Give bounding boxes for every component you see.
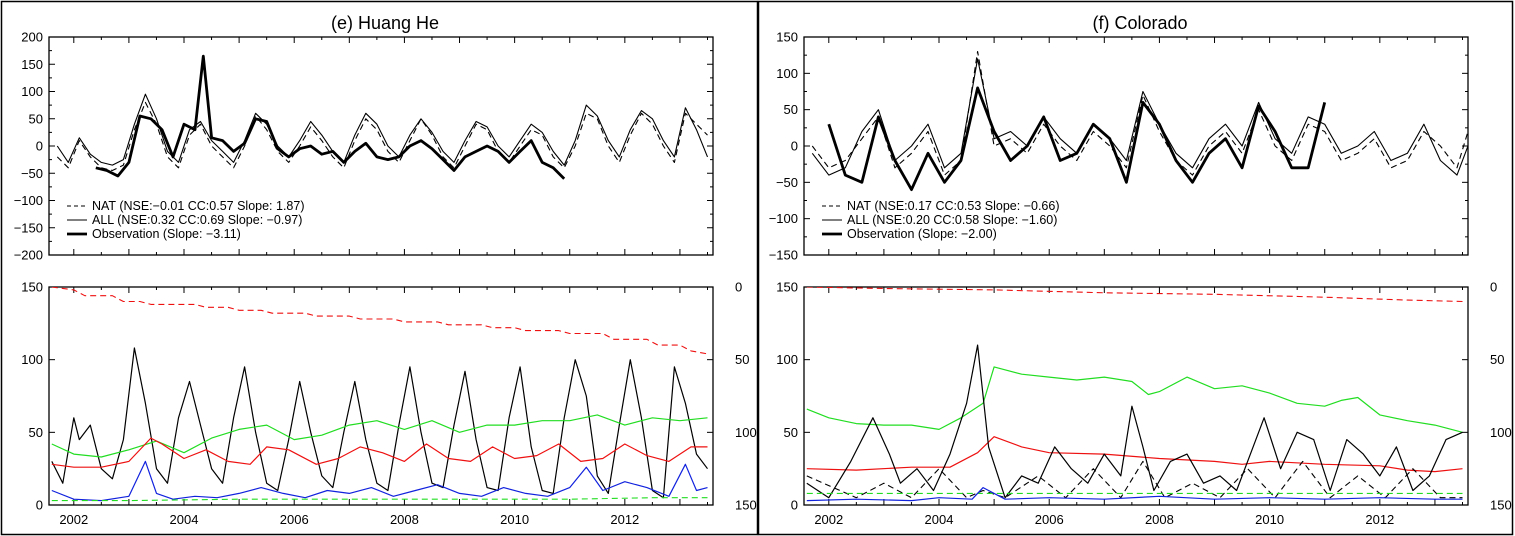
colorado-title: (f) Colorado bbox=[1092, 13, 1187, 33]
y-tick-label: −100 bbox=[14, 193, 43, 208]
series-line-3 bbox=[806, 344, 1463, 499]
legend-label: Observation (Slope: −3.11) bbox=[92, 227, 241, 241]
series-line-0 bbox=[51, 287, 708, 355]
y-tick-label: 150 bbox=[21, 57, 43, 72]
y-tick-label: 0 bbox=[791, 498, 798, 513]
series-line-3 bbox=[51, 437, 708, 468]
y-tick-label: −100 bbox=[769, 211, 798, 226]
y-tick-label: 50 bbox=[784, 425, 798, 440]
x-tick-label: 2004 bbox=[925, 512, 954, 527]
y2-tick-label: 150 bbox=[735, 498, 757, 513]
y-tick-label: 100 bbox=[21, 352, 43, 367]
legend-label: Observation (Slope: −2.00) bbox=[847, 227, 997, 241]
x-tick-label: 2010 bbox=[500, 512, 529, 527]
y-tick-label: 50 bbox=[784, 102, 798, 117]
legend-label: ALL (NSE:0.32 CC:0.69 Slope: −0.97) bbox=[92, 213, 302, 227]
x-tick-label: 2002 bbox=[59, 512, 88, 527]
legend-label: NAT (NSE:−0.01 CC:0.57 Slope: 1.87) bbox=[92, 199, 305, 213]
y-tick-label: −200 bbox=[14, 248, 43, 263]
y2-tick-label: 50 bbox=[1490, 352, 1504, 367]
huang-he-flow-panel: 150 100 50 0 0 50 100 150 2002 2004 2006 2008 2010 20… bbox=[21, 280, 756, 528]
y2-tick-label: 100 bbox=[735, 425, 757, 440]
series-line-4 bbox=[51, 460, 708, 502]
legend-label: ALL (NSE:0.20 CC:0.58 Slope: −1.60) bbox=[847, 213, 1057, 227]
x-tick-label: 2012 bbox=[610, 512, 639, 527]
colorado-flow-panel: 150 100 50 0 0 50 100 150 2002 2004 2006 2008 2010 20… bbox=[776, 280, 1511, 528]
y-tick-label: 100 bbox=[21, 84, 43, 99]
series-line-6 bbox=[806, 487, 1463, 502]
y-tick-label: 0 bbox=[36, 498, 43, 513]
x-tick-label: 2008 bbox=[1145, 512, 1174, 527]
x-tick-label: 2006 bbox=[1035, 512, 1064, 527]
series-line-1 bbox=[811, 58, 1468, 176]
x-tick-label: 2012 bbox=[1365, 512, 1394, 527]
y-tick-label: −150 bbox=[769, 248, 798, 263]
x-tick-label: 2010 bbox=[1255, 512, 1284, 527]
plot-frame bbox=[48, 286, 714, 506]
series-line-1 bbox=[806, 366, 1463, 433]
y-tick-label: 100 bbox=[776, 352, 798, 367]
plot-frame bbox=[803, 286, 1469, 506]
series-line-2 bbox=[95, 54, 566, 180]
right-figure-frame bbox=[757, 0, 1514, 536]
x-tick-label: 2002 bbox=[814, 512, 843, 527]
x-tick-label: 2004 bbox=[170, 512, 199, 527]
series-line-0 bbox=[811, 50, 1468, 176]
x-tick-label: 2006 bbox=[280, 512, 309, 527]
series-line-1 bbox=[51, 347, 708, 499]
series-line-0 bbox=[806, 287, 1463, 303]
y2-tick-label: 100 bbox=[1490, 425, 1512, 440]
series-line-4 bbox=[806, 460, 1463, 499]
y2-tick-label: 0 bbox=[1490, 280, 1497, 295]
y-tick-label: 0 bbox=[36, 139, 43, 154]
y-tick-label: 150 bbox=[776, 30, 798, 45]
y2-tick-label: 0 bbox=[735, 280, 742, 295]
series-line-5 bbox=[51, 497, 708, 502]
series-line-1 bbox=[56, 93, 709, 166]
series-line-0 bbox=[56, 101, 708, 172]
y-tick-label: −150 bbox=[14, 220, 43, 235]
y2-tick-label: 150 bbox=[1490, 498, 1512, 513]
y2-tick-label: 50 bbox=[735, 352, 749, 367]
y-tick-label: 150 bbox=[21, 280, 43, 295]
y-tick-label: 0 bbox=[791, 139, 798, 154]
y-tick-label: 200 bbox=[21, 30, 43, 45]
y-tick-label: −50 bbox=[21, 166, 43, 181]
left-figure-frame bbox=[0, 0, 759, 536]
y-tick-label: 50 bbox=[29, 111, 43, 126]
y-tick-label: 150 bbox=[776, 280, 798, 295]
x-tick-label: 2008 bbox=[390, 512, 419, 527]
huang-he-title: (e) Huang He bbox=[331, 13, 439, 33]
legend-label: NAT (NSE:0.17 CC:0.53 Slope: −0.66) bbox=[847, 199, 1060, 213]
huang-he-anomaly-panel: 200 150 100 50 0 −50 −100 −150 −200 NAT (NSE:−0.0… bbox=[14, 30, 714, 263]
y-tick-label: 100 bbox=[776, 66, 798, 81]
y-tick-label: −50 bbox=[776, 175, 798, 190]
colorado-anomaly-panel: 150 100 50 0 −50 −100 −150 NAT (NSE:0.17 CC:0.5… bbox=[769, 30, 1469, 263]
series-line-2 bbox=[827, 86, 1327, 192]
y-tick-label: 50 bbox=[29, 425, 43, 440]
